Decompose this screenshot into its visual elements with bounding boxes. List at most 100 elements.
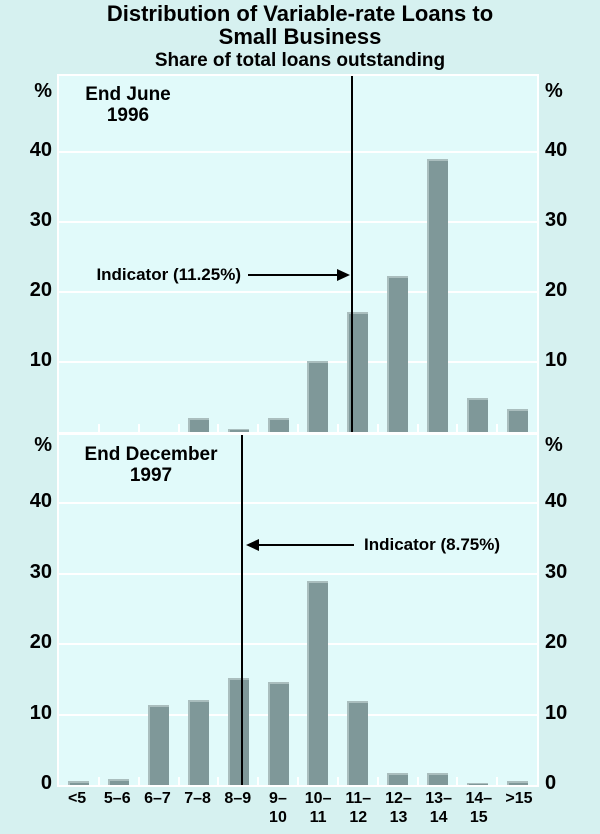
gridline-10 [59, 713, 537, 716]
x-axis-category: 5–6 [97, 789, 137, 827]
x-axis-category-line1: 7–8 [184, 790, 211, 807]
bar-13-14 [426, 159, 448, 432]
bar-11-12 [347, 701, 369, 785]
y-axis-label-right-10: 10 [545, 349, 568, 371]
bar-6-7 [148, 704, 170, 785]
y-axis-label-left-20: 20 [29, 279, 52, 301]
y-axis-label-left-0: 0 [40, 772, 52, 794]
x-axis-tick [376, 424, 379, 432]
x-axis-category-line2: 12 [349, 809, 368, 826]
x-axis-tick [496, 777, 499, 785]
gridline-40 [59, 151, 537, 153]
x-axis-category: 9– 10 [258, 789, 298, 827]
y-axis-unit-left: % [34, 80, 52, 102]
bar-9-10 [267, 682, 289, 785]
x-axis-tick [416, 424, 419, 432]
x-axis-category: <5 [57, 789, 97, 827]
y-axis-label-right-30: 30 [545, 209, 568, 231]
panel-period-label: End December 1997 [71, 444, 231, 486]
x-axis-category: 14– 15 [459, 789, 499, 827]
bar-<5 [68, 780, 90, 785]
arrow-head-left [246, 539, 259, 551]
y-axis-label-right-20: 20 [545, 279, 568, 301]
arrow-head-right [337, 269, 350, 281]
gridline-20 [59, 643, 537, 645]
arrow-shaft [259, 544, 354, 546]
y-axis-label-right-40: 40 [545, 139, 568, 161]
x-axis-category-line2: 10 [269, 809, 287, 826]
y-axis-label-right-20: 20 [545, 631, 568, 653]
bar-8-9 [227, 429, 249, 432]
gridline-30 [59, 572, 537, 575]
bar-10-11 [307, 360, 329, 432]
y-axis-label-left-40: 40 [29, 139, 52, 161]
x-axis-tick [257, 777, 260, 785]
x-axis-tick [97, 424, 100, 432]
bar-12-13 [387, 773, 409, 785]
y-axis-unit-right: % [545, 434, 563, 456]
bar-12-13 [387, 275, 409, 432]
indicator-annotation: Indicator (11.25%) [96, 265, 241, 284]
x-axis-category: >15 [499, 789, 539, 827]
x-axis-tick [336, 424, 339, 432]
panel-period-text: 1997 [129, 465, 173, 486]
gridline-10 [59, 361, 537, 363]
x-axis-labels: <5 5–6 6–7 7–8 8–9 9– 10 10– 11 11– 12 12– 13 13– 14 14… [57, 789, 539, 827]
bar-14-15 [466, 782, 488, 785]
x-axis-category: 11– 12 [338, 789, 378, 827]
indicator-annotation: Indicator (8.75%) [364, 535, 501, 554]
x-axis-category: 6–7 [137, 789, 177, 827]
bar-7-8 [187, 700, 209, 785]
x-axis-tick [137, 424, 140, 432]
x-axis-category: 13– 14 [419, 789, 459, 827]
x-axis-tick [456, 424, 459, 432]
x-axis-tick [376, 777, 379, 785]
arrow-shaft [248, 274, 337, 276]
x-axis-category-line2: 14 [429, 809, 448, 826]
x-axis-category-line1: 10– [304, 790, 332, 807]
panel-period-text: End June [85, 84, 171, 105]
panel-end-december-1997: End December 1997 Indicator (8.75%) [0, 433, 600, 787]
panel-period-text: 1996 [106, 105, 150, 126]
x-axis-category-line1: 12– [385, 790, 412, 807]
x-axis-category: 7–8 [178, 789, 218, 827]
x-axis-tick [456, 777, 459, 785]
x-axis-category-line1: 6–7 [144, 790, 171, 807]
y-axis-label-right-0: 0 [545, 772, 557, 794]
x-axis-category-line2: 13 [389, 809, 408, 826]
x-axis-category-line2: 11 [309, 809, 327, 826]
y-axis-label-left-10: 10 [29, 701, 52, 724]
x-axis-category-line1: 5–6 [103, 790, 131, 807]
bar->15 [506, 408, 528, 432]
y-axis-label-left-40: 40 [29, 490, 52, 512]
bar-8-9 [227, 677, 249, 785]
x-axis-tick [137, 777, 140, 785]
x-axis-tick [177, 777, 180, 785]
bar-9-10 [267, 418, 289, 432]
x-axis-tick [297, 777, 299, 785]
y-axis-label-left-30: 30 [29, 560, 52, 583]
x-axis-category-line1: 13– [425, 790, 452, 807]
gridline-40 [59, 502, 537, 504]
plot-area-1997: End December 1997 Indicator (8.75%) [57, 433, 539, 787]
y-axis-label-right-10: 10 [545, 701, 568, 724]
bar-14-15 [466, 398, 488, 432]
bar-10-11 [307, 580, 329, 785]
bar-13-14 [426, 773, 448, 785]
y-axis-label-left-30: 30 [29, 209, 52, 231]
y-axis-label-left-20: 20 [29, 631, 52, 653]
gridline-20 [59, 291, 537, 293]
gridline-30 [59, 221, 537, 223]
panel-period-text: End December [84, 444, 218, 465]
x-axis-category-line1: <5 [67, 790, 87, 807]
indicator-line-8.75 [241, 435, 243, 785]
x-axis-tick [217, 424, 220, 432]
x-axis-tick [257, 424, 260, 432]
bar-5-6 [108, 779, 130, 785]
x-axis-category-line1: 9– [269, 790, 287, 807]
x-axis-tick [297, 424, 299, 432]
y-axis-unit-right: % [545, 80, 563, 102]
y-axis-label-left-10: 10 [29, 349, 52, 371]
x-axis-tick [177, 424, 180, 432]
